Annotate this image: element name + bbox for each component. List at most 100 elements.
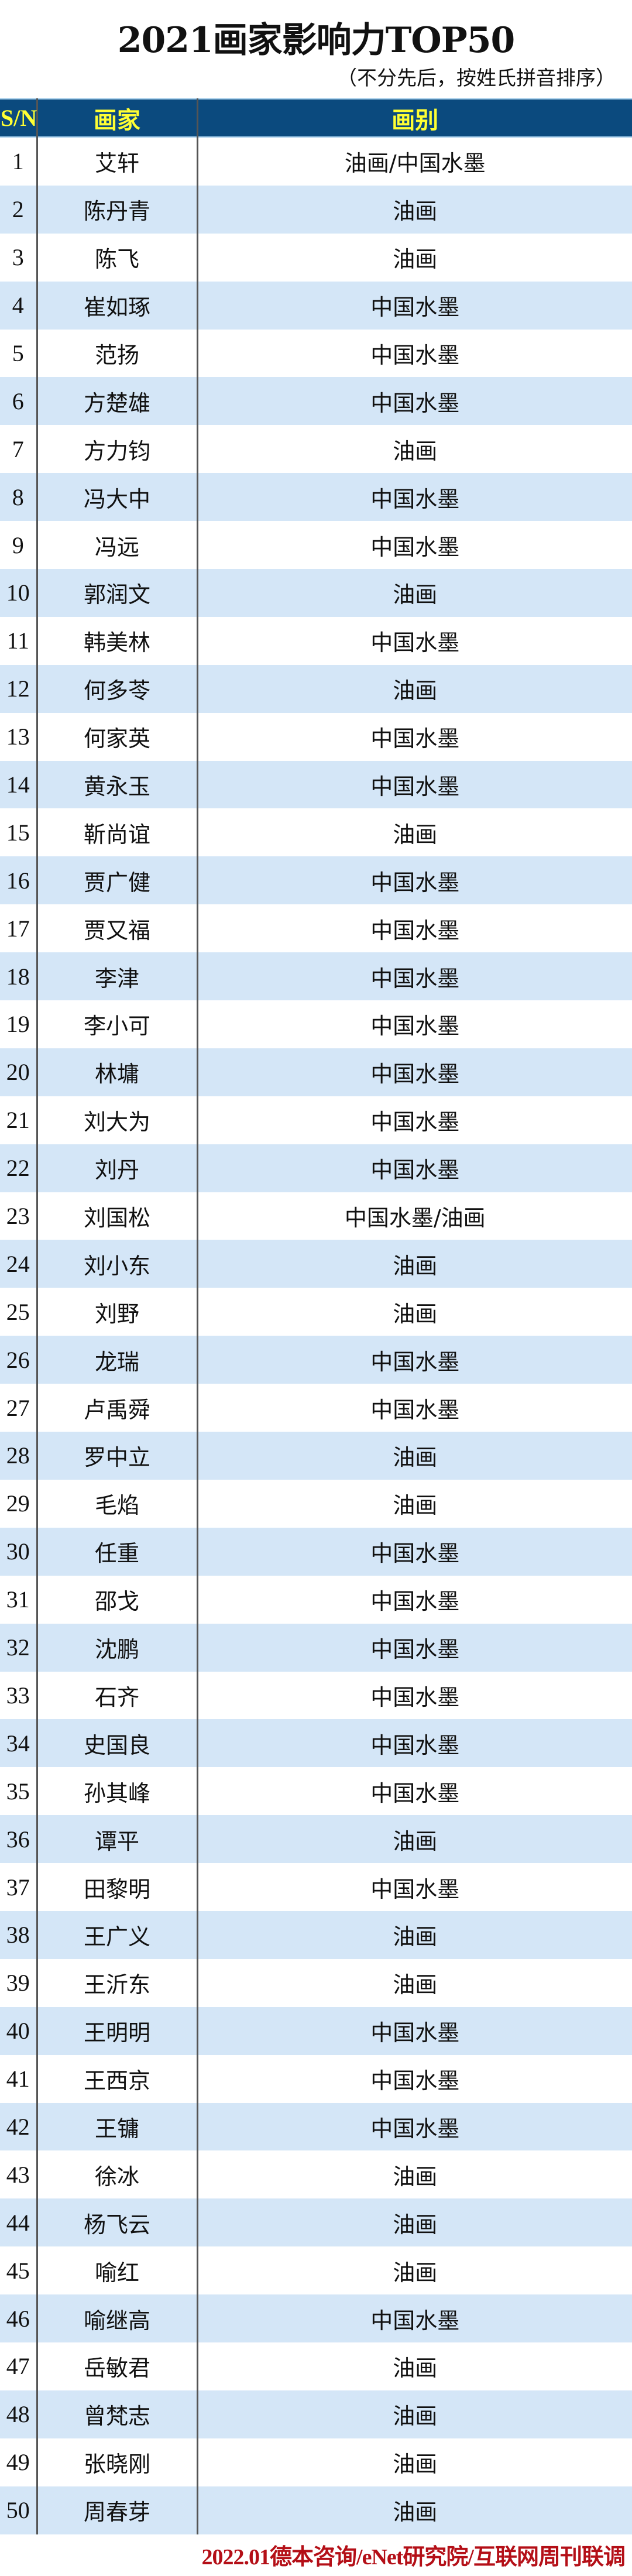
cell-genre: 中国水墨 [196, 1719, 632, 1768]
cell-genre: 油画 [196, 2342, 632, 2390]
cell-genre: 中国水墨 [196, 760, 632, 809]
table-row: 43 徐冰 油画 [0, 2150, 632, 2199]
table-row: 2 陈丹青 油画 [0, 185, 632, 234]
cell-genre: 油画 [196, 1432, 632, 1480]
cell-painter: 毛焰 [36, 1479, 197, 1528]
cell-painter: 邵戈 [36, 1575, 197, 1624]
cell-sn: 6 [0, 377, 37, 426]
cell-painter: 王广义 [36, 1910, 197, 1959]
cell-genre: 中国水墨 [196, 329, 632, 378]
cell-painter: 刘丹 [36, 1144, 197, 1192]
table-row: 28 罗中立 油画 [0, 1432, 632, 1480]
cell-genre: 油画 [196, 2198, 632, 2247]
cell-painter: 王沂东 [36, 1958, 197, 2007]
cell-painter: 靳尚谊 [36, 808, 197, 857]
table-row: 33 石齐 中国水墨 [0, 1671, 632, 1720]
cell-painter: 张晓刚 [36, 2438, 197, 2486]
table-row: 22 刘丹 中国水墨 [0, 1144, 632, 1192]
table-row: 29 毛焰 油画 [0, 1479, 632, 1528]
cell-genre: 油画 [196, 1958, 632, 2007]
cell-painter: 李小可 [36, 1000, 197, 1048]
cell-painter: 刘野 [36, 1288, 197, 1336]
cell-genre: 中国水墨 [196, 1144, 632, 1192]
table-row: 10 郭润文 油画 [0, 569, 632, 617]
cell-genre: 油画 [196, 1479, 632, 1528]
table-row: 5 范扬 中国水墨 [0, 329, 632, 378]
cell-sn: 48 [0, 2390, 37, 2438]
cell-sn: 24 [0, 1240, 37, 1288]
cell-sn: 16 [0, 856, 37, 905]
cell-genre: 油画 [196, 1910, 632, 1959]
cell-genre: 中国水墨 [196, 473, 632, 522]
cell-sn: 32 [0, 1623, 37, 1672]
table-row: 23 刘国松 中国水墨/油画 [0, 1192, 632, 1240]
table-row: 35 孙其峰 中国水墨 [0, 1767, 632, 1816]
cell-sn: 49 [6, 2449, 30, 2476]
table-row: 50 周春芽 油画 [0, 2486, 632, 2534]
table-row: 36 谭平 油画 [0, 1815, 632, 1864]
cell-genre: 油画 [196, 1240, 632, 1288]
cell-sn: 47 [6, 2353, 30, 2380]
table-row: 13 何家英 中国水墨 [0, 712, 632, 761]
table-row: 19 李小可 中国水墨 [0, 1000, 632, 1048]
table-row: 45 喻红 油画 [0, 2246, 632, 2295]
cell-genre: 中国水墨 [196, 377, 632, 426]
table-row: 7 方力钧 油画 [0, 425, 632, 474]
cell-genre: 油画 [196, 425, 632, 474]
cell-painter: 贾广健 [36, 856, 197, 905]
table-row: 27 卢禹舜 中国水墨 [0, 1384, 632, 1432]
cell-genre: 中国水墨 [196, 2006, 632, 2055]
table-row: 16 贾广健 中国水墨 [0, 856, 632, 905]
cell-genre: 中国水墨 [196, 1384, 632, 1432]
cell-sn: 22 [0, 1144, 37, 1192]
table-row: 15 靳尚谊 油画 [0, 808, 632, 857]
cell-genre: 中国水墨 [196, 856, 632, 905]
table-row: 4 崔如琢 中国水墨 [0, 281, 632, 330]
cell-painter: 艾轩 [36, 137, 197, 186]
table-header-row: S/N 画家 画别 [0, 98, 632, 138]
cell-painter: 杨飞云 [36, 2198, 197, 2247]
cell-sn: 23 [6, 1203, 30, 1230]
table-row: 38 王广义 油画 [0, 1910, 632, 1959]
cell-painter: 刘国松 [36, 1192, 197, 1240]
table-row: 42 王镛 中国水墨 [0, 2102, 632, 2151]
cell-sn: 14 [0, 760, 37, 809]
cell-sn: 29 [6, 1490, 30, 1517]
cell-genre: 油画 [196, 233, 632, 282]
cell-sn: 27 [6, 1394, 30, 1421]
cell-painter: 黄永玉 [36, 760, 197, 809]
table-row: 14 黄永玉 中国水墨 [0, 760, 632, 809]
cell-painter: 石齐 [36, 1671, 197, 1720]
cell-genre: 中国水墨 [196, 1575, 632, 1624]
cell-painter: 曾梵志 [36, 2390, 197, 2438]
table-row: 26 龙瑞 中国水墨 [0, 1336, 632, 1384]
cell-genre: 油画 [196, 1288, 632, 1336]
cell-genre: 中国水墨 [196, 281, 632, 330]
cell-sn: 35 [6, 1778, 30, 1805]
table-row: 17 贾又福 中国水墨 [0, 904, 632, 953]
cell-sn: 28 [0, 1432, 37, 1480]
cell-sn: 10 [0, 569, 37, 617]
cell-sn: 44 [0, 2198, 37, 2247]
table-row: 31 邵戈 中国水墨 [0, 1575, 632, 1624]
table-row: 18 李津 中国水墨 [0, 952, 632, 1001]
cell-painter: 冯远 [36, 521, 197, 570]
cell-genre: 油画 [196, 2246, 632, 2295]
cell-sn: 39 [6, 1970, 30, 1997]
cell-sn: 4 [0, 281, 37, 330]
header-painter: 画家 [36, 98, 197, 138]
cell-painter: 林墉 [36, 1048, 197, 1096]
cell-painter: 孙其峰 [36, 1767, 197, 1816]
cell-genre: 中国水墨 [196, 904, 632, 953]
cell-sn: 15 [6, 819, 30, 846]
cell-genre: 中国水墨 [196, 952, 632, 1001]
table-row: 3 陈飞 油画 [0, 233, 632, 282]
cell-painter: 陈飞 [36, 233, 197, 282]
cell-genre: 中国水墨 [196, 2294, 632, 2342]
table-row: 11 韩美林 中国水墨 [0, 616, 632, 665]
table-row: 41 王西京 中国水墨 [0, 2054, 632, 2103]
cell-genre: 油画 [196, 2438, 632, 2486]
cell-genre: 油画 [196, 808, 632, 857]
cell-sn: 31 [6, 1586, 30, 1613]
cell-sn: 17 [6, 915, 30, 942]
